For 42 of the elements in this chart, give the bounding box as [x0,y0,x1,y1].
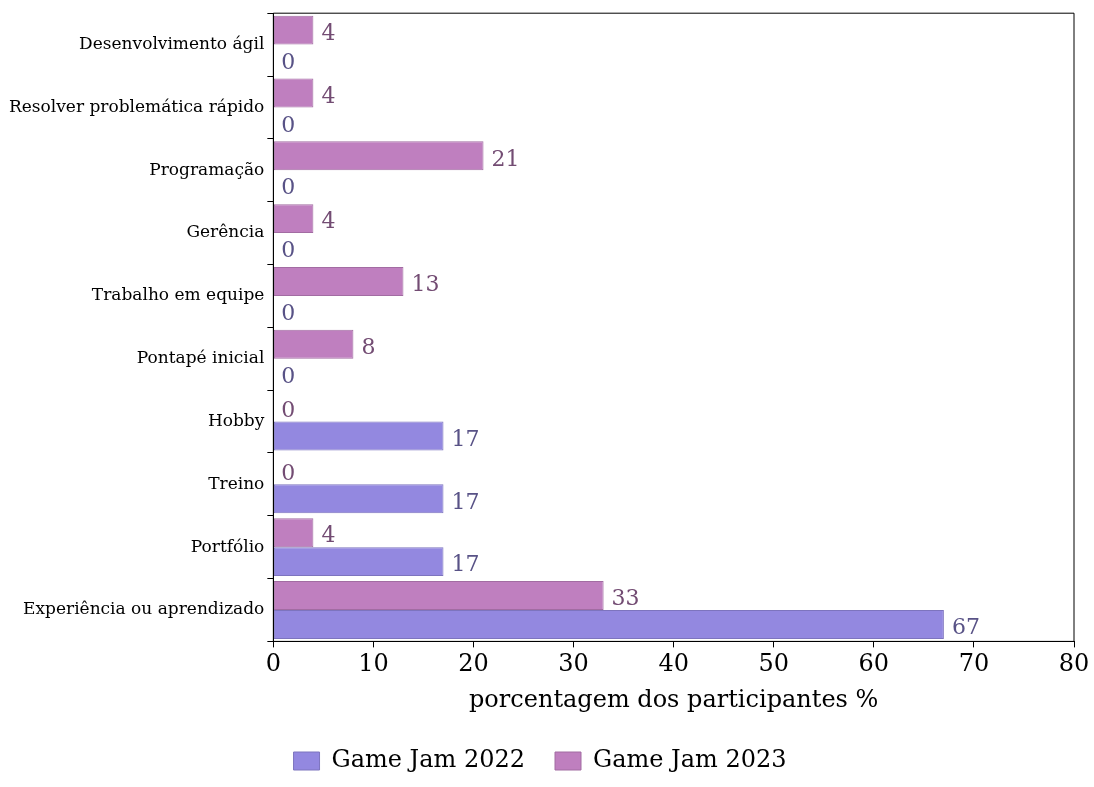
data-label: 4 [321,82,336,108]
data-label: 8 [361,333,376,359]
y-tick-label: Experiência ou aprendizado [23,598,265,619]
x-tick-label: 70 [958,649,990,678]
x-tick-label: 10 [358,649,389,678]
x-tick-label: 20 [458,649,489,678]
data-label: 4 [321,208,336,234]
x-tick-label: 40 [658,649,689,678]
data-label: 0 [281,459,296,485]
y-tick-label: Portfólio [190,535,265,556]
y-tick-label: Hobby [207,409,265,430]
x-tick-label: 50 [758,649,790,678]
data-label: 0 [281,174,296,200]
data-label: 0 [281,237,296,263]
data-label: 33 [611,585,640,611]
data-label: 0 [281,111,296,137]
y-tick-label: Programação [149,158,265,179]
legend-label: Game Jam 2022 [331,745,525,774]
data-label: 17 [451,425,480,451]
x-tick-label: 30 [558,649,589,678]
data-label: 0 [281,362,296,388]
data-label: 67 [951,614,980,640]
data-label: 0 [281,396,296,422]
y-tick-label: Treino [208,472,265,493]
data-label: 4 [321,19,336,45]
y-tick-label: Desenvolvimento ágil [79,33,265,54]
data-label: 17 [451,551,480,577]
y-tick-label: Trabalho em equipe [91,284,265,305]
legend-label: Game Jam 2023 [593,745,787,774]
y-tick-label: Gerência [186,221,265,242]
data-label: 13 [411,271,440,297]
data-label: 0 [281,300,296,326]
x-tick-label: 80 [1058,649,1090,678]
data-label: 4 [321,522,336,548]
x-axis-title: porcentagem dos participantes % [469,684,879,713]
data-label: 0 [281,48,296,74]
y-tick-label: Resolver problemática rápido [9,95,265,116]
data-label: 21 [491,145,520,171]
x-tick-label: 0 [265,649,281,678]
data-label: 17 [451,488,480,514]
x-tick-label: 60 [858,649,890,678]
y-tick-label: Pontapé inicial [136,347,265,368]
